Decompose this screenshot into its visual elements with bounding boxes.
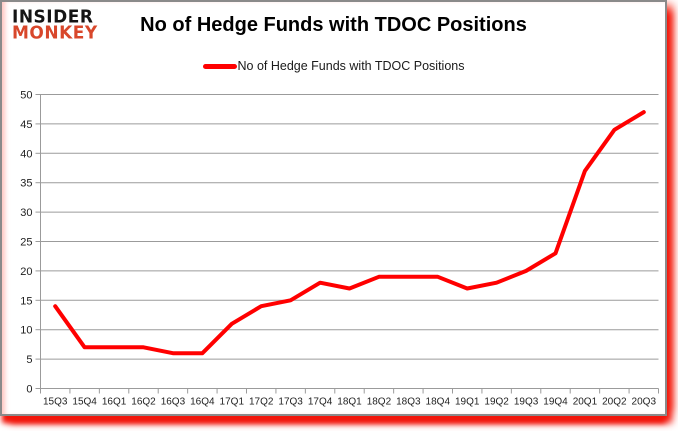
x-axis-label: 19Q2 xyxy=(484,397,509,408)
x-axis-label: 20Q3 xyxy=(632,397,657,408)
x-axis-label: 19Q4 xyxy=(543,397,568,408)
y-axis-label: 0 xyxy=(26,384,32,396)
x-axis-label: 20Q2 xyxy=(602,397,627,408)
x-axis-label: 18Q3 xyxy=(396,397,421,408)
logo-monkey-text: MONKEY xyxy=(12,22,98,44)
line-chart: 0 5 10 15 20 25 30 35 40 45 50 15Q3 15Q4 16Q1 16Q2 16Q3… xyxy=(20,90,659,408)
x-axis-label: 17Q4 xyxy=(308,397,333,408)
legend: No of Hedge Funds with TDOC Positions xyxy=(2,59,665,73)
x-axis-label: 16Q1 xyxy=(102,397,127,408)
y-axis-label: 35 xyxy=(20,178,32,190)
x-axis-label: 15Q4 xyxy=(72,397,97,408)
x-axis-label: 16Q2 xyxy=(131,397,156,408)
x-axis-label: 15Q3 xyxy=(43,397,68,408)
x-axis-label: 18Q1 xyxy=(337,397,362,408)
x-axis-label: 20Q1 xyxy=(573,397,598,408)
x-axis-label: 18Q2 xyxy=(367,397,392,408)
series-line xyxy=(53,110,646,356)
insider-monkey-logo: INSIDER MONKEY xyxy=(12,6,98,44)
chart-card: INSIDER MONKEY No of Hedge Funds with TD… xyxy=(0,0,667,416)
x-axis-label: 17Q2 xyxy=(249,397,274,408)
y-axis-label: 40 xyxy=(20,148,32,160)
y-axis-label: 20 xyxy=(20,266,32,278)
x-axis-label: 16Q4 xyxy=(190,397,215,408)
x-axis-label: 18Q4 xyxy=(426,397,451,408)
x-axis-label: 16Q3 xyxy=(161,397,186,408)
x-axis-label: 17Q3 xyxy=(278,397,303,408)
y-axis-label: 10 xyxy=(20,325,32,337)
y-axis-label: 50 xyxy=(20,90,32,102)
chart-title: No of Hedge Funds with TDOC Positions xyxy=(140,14,527,36)
legend-line-swatch xyxy=(202,63,237,69)
logo-insider-text: INSIDER xyxy=(12,6,94,28)
x-axis-label: 17Q1 xyxy=(220,397,245,408)
y-axis-label: 15 xyxy=(20,295,32,307)
y-axis-label: 45 xyxy=(20,119,32,131)
x-axis-label: 19Q1 xyxy=(455,397,480,408)
legend-label: No of Hedge Funds with TDOC Positions xyxy=(237,59,465,73)
y-axis-label: 30 xyxy=(20,207,32,219)
y-axis-label: 25 xyxy=(20,237,32,249)
y-axis-label: 5 xyxy=(26,354,32,366)
x-axis-label: 19Q3 xyxy=(514,397,539,408)
